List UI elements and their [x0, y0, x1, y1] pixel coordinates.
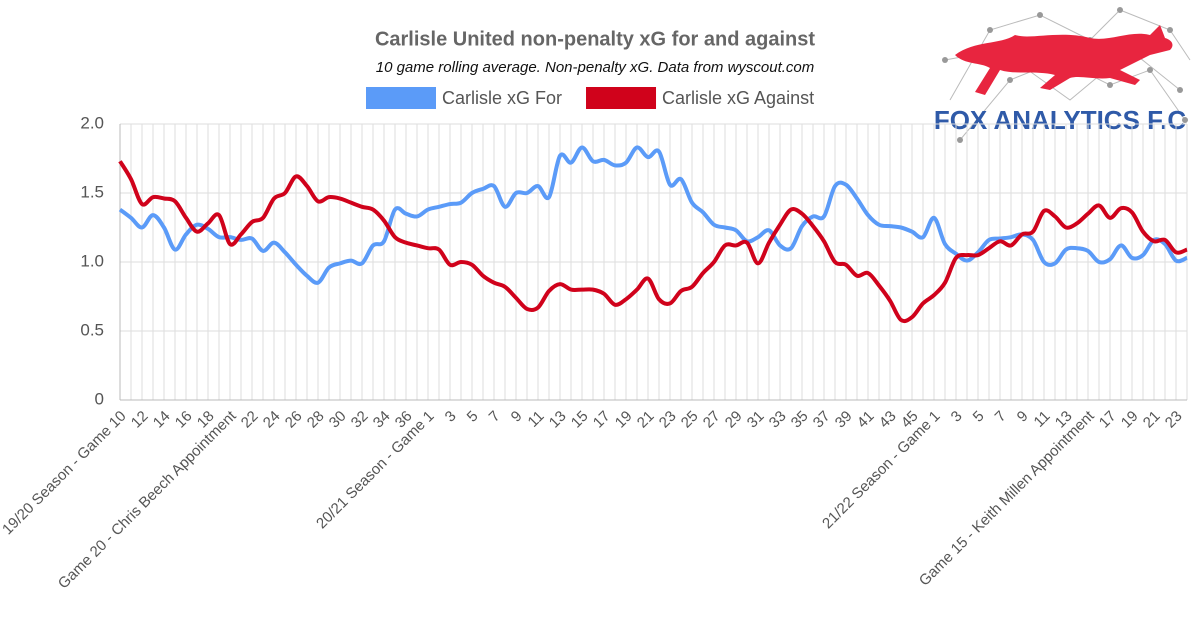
chart-title: Carlisle United non-penalty xG for and a… [375, 28, 815, 50]
y-tick-label: 0 [95, 389, 104, 408]
legend-label: Carlisle xG For [442, 88, 562, 108]
y-tick-label: 1.0 [80, 251, 104, 270]
legend-swatch [586, 87, 657, 109]
series-line [118, 160, 1188, 324]
y-tick-label: 2.0 [80, 113, 104, 132]
y-tick-label: 1.5 [80, 182, 104, 201]
logo: FOX ANALYTICS F.C [934, 7, 1191, 143]
legend-label: Carlisle xG Against [662, 88, 814, 108]
series-line [118, 145, 1188, 285]
y-tick-label: 0.5 [80, 320, 104, 339]
logo-text: FOX ANALYTICS F.C [934, 105, 1187, 135]
legend-swatch [366, 87, 436, 109]
chart-subtitle: 10 game rolling average. Non-penalty xG.… [376, 59, 815, 76]
logo-fox [955, 25, 1173, 95]
